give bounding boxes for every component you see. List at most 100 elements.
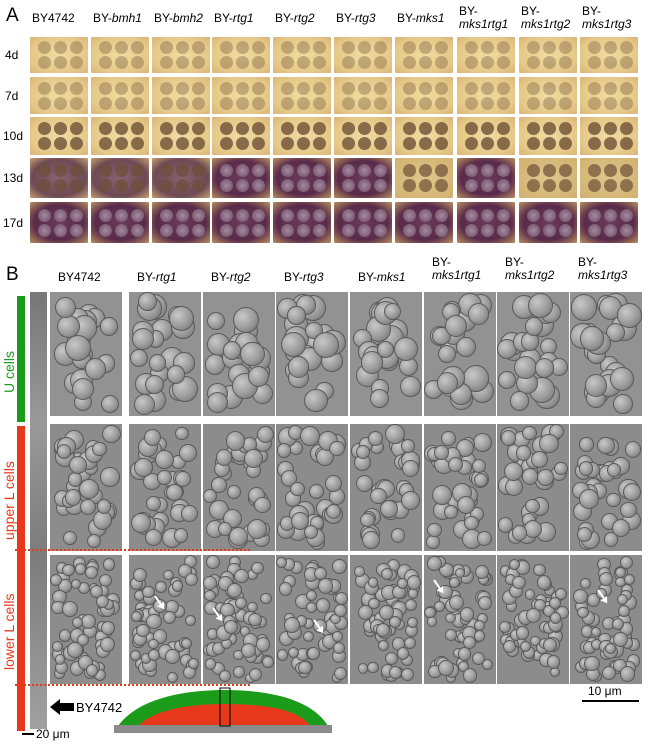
section-box (219, 687, 231, 727)
cell (354, 566, 365, 577)
colony-spot (620, 81, 633, 95)
cell (497, 370, 517, 390)
cell (473, 630, 486, 642)
cell (324, 475, 342, 493)
colony-spot (160, 223, 173, 237)
colony-spot (481, 179, 494, 192)
colony-spot (588, 56, 601, 69)
colony-spot (342, 96, 355, 110)
separator-lower (15, 684, 250, 686)
colony-spot (54, 164, 67, 177)
cell (367, 597, 380, 610)
panel-a-header-1-prefix: BY- (93, 11, 112, 25)
cell (448, 577, 460, 589)
cell (84, 565, 98, 579)
colony-spot (497, 96, 510, 110)
colony-spot (99, 96, 112, 110)
panel-a-header-4-gene: rtg2 (293, 11, 315, 25)
colony-spot (403, 122, 416, 135)
cell (437, 344, 456, 363)
panel-a-header-6-gene: mks1 (415, 11, 445, 25)
cell (570, 294, 598, 321)
colony-spot (604, 41, 617, 54)
cell (360, 512, 375, 528)
plate-7d-9 (580, 77, 638, 114)
colony-spot (403, 96, 416, 110)
colony-spot (252, 122, 265, 135)
colony-spot (220, 56, 233, 69)
colony-spot (358, 223, 371, 237)
cell (136, 624, 150, 638)
cell (64, 334, 91, 361)
colony-spot (131, 41, 144, 54)
cell (78, 479, 99, 500)
plate-17d-1 (91, 202, 149, 243)
micrograph-0-2 (203, 292, 275, 416)
cell (317, 578, 334, 594)
colony-spot (131, 179, 144, 192)
colony-spot (465, 137, 478, 150)
colony-spot (176, 179, 189, 192)
panel-a-header-7-prefix: BY- (459, 4, 478, 18)
colony-spot (374, 41, 387, 54)
cell (622, 482, 642, 502)
colony-spot (313, 137, 326, 150)
cell (234, 568, 249, 584)
cell (298, 660, 312, 675)
panel-a-header-0-prefix: BY4742 (32, 11, 75, 25)
cell (102, 424, 121, 443)
cell (444, 504, 459, 519)
cell (441, 431, 456, 446)
cell (131, 610, 143, 623)
colony-spot (543, 96, 556, 110)
plate-7d-1 (91, 77, 149, 114)
panel-b-header-2-gene: rtg2 (229, 270, 251, 284)
cell (554, 461, 569, 476)
cell (400, 667, 414, 681)
cell (302, 631, 314, 643)
cell (215, 448, 233, 466)
cell (51, 641, 63, 653)
colony-spot (588, 179, 601, 192)
panel-a-header-6-prefix: BY- (397, 11, 416, 25)
panel-a-header-8-prefix: BY- (521, 4, 540, 18)
colony-spot (588, 137, 601, 150)
cell (503, 461, 524, 481)
cell (384, 424, 405, 445)
cell (284, 617, 300, 633)
colony-spot (604, 56, 617, 69)
plate-4d-1 (91, 37, 149, 73)
cell (536, 575, 552, 591)
panel-b-header-5-prefix: BY- (432, 255, 451, 269)
micrograph-2-1 (129, 555, 201, 684)
colony-spot (435, 81, 448, 95)
arrow-icon (433, 579, 443, 593)
colony-spot (220, 96, 233, 110)
colony-spot (297, 56, 310, 69)
cell (68, 455, 88, 475)
colony-spot (604, 179, 617, 192)
cell (223, 620, 238, 635)
colony-spot (374, 137, 387, 150)
colony-spot (192, 96, 205, 110)
plate-17d-9 (580, 202, 638, 243)
plate-13d-3 (212, 158, 270, 198)
plate-10d-7 (457, 117, 515, 155)
colony-spot (419, 41, 432, 54)
colony-spot (281, 96, 294, 110)
cell (445, 629, 457, 641)
cell (146, 613, 162, 630)
colony-spot (192, 223, 205, 237)
colony-spot (620, 208, 633, 222)
colony-spot (559, 164, 572, 177)
panel-b-header-1: BY-rtg1 (137, 271, 177, 284)
colony-spot (481, 41, 494, 54)
cell (525, 498, 540, 514)
cell (134, 458, 153, 478)
cell (584, 656, 600, 672)
cell (380, 568, 393, 581)
plate-4d-6 (395, 37, 453, 73)
colony-spot (620, 164, 633, 177)
cell (148, 354, 167, 372)
panel-b-header-1-prefix: BY- (137, 270, 156, 284)
